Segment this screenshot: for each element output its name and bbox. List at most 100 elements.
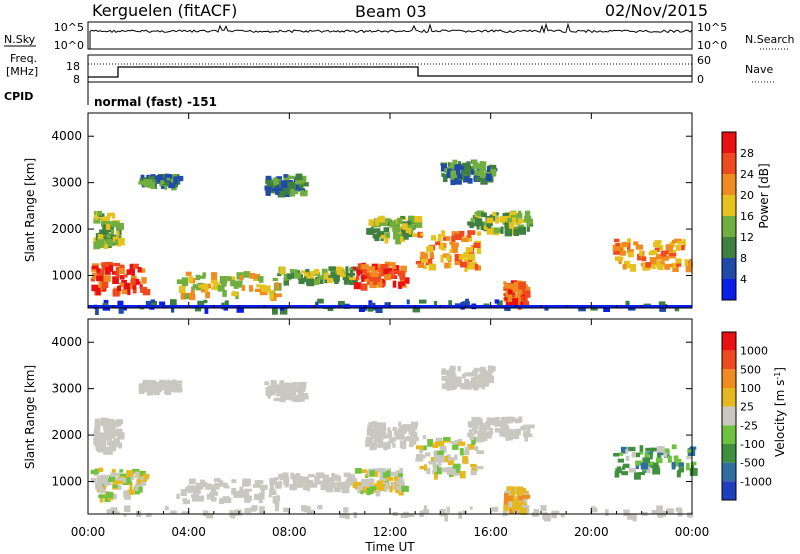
echo-cell <box>526 224 530 232</box>
echo-cell <box>375 307 383 313</box>
echo-cell <box>432 443 439 449</box>
echo-cell <box>301 270 308 274</box>
echo-cell <box>330 483 337 489</box>
echo-cell <box>433 301 438 305</box>
echo-cell <box>401 485 409 492</box>
echo-cell <box>138 486 143 493</box>
echo-cell <box>471 377 477 384</box>
echo-cell <box>347 276 355 280</box>
echo-cell <box>395 265 400 271</box>
echo-cell <box>274 498 280 507</box>
echo-cell <box>533 509 539 514</box>
power-backscatter <box>88 159 693 315</box>
echo-cell <box>487 165 492 172</box>
echo-cell <box>386 477 394 481</box>
echo-cell <box>462 301 470 306</box>
echo-cell <box>678 464 685 473</box>
echo-cell <box>420 251 425 258</box>
echo-cell <box>137 267 142 273</box>
echo-cell <box>145 513 152 518</box>
time-tick-label: 00:00 <box>675 525 710 539</box>
echo-cell <box>464 378 469 386</box>
echo-cell <box>292 395 298 401</box>
echo-cell <box>122 478 130 483</box>
echo-cell <box>210 496 217 502</box>
range-tick-label: 3000 <box>51 382 82 396</box>
echo-cell <box>287 273 293 279</box>
echo-cell <box>112 289 120 297</box>
echo-cell <box>317 298 324 304</box>
echo-cell <box>123 513 127 517</box>
echo-cell <box>486 417 491 423</box>
echo-cell <box>431 235 437 241</box>
echo-cell <box>367 231 375 235</box>
echo-cell <box>304 272 310 277</box>
echo-cell <box>345 266 349 274</box>
echo-cell <box>473 374 480 380</box>
echo-cell <box>657 451 662 458</box>
echo-cell <box>689 468 698 476</box>
echo-cell <box>395 490 400 494</box>
echo-cell <box>271 187 277 192</box>
echo-cell <box>462 373 466 379</box>
echo-cell <box>388 267 393 272</box>
frequency-panel-frame <box>87 54 693 83</box>
echo-cell <box>470 422 477 428</box>
echo-cell <box>230 279 236 287</box>
echo-cell <box>400 228 408 232</box>
echo-cell <box>669 241 675 248</box>
echo-cell <box>481 382 485 390</box>
echo-cell <box>306 484 310 492</box>
echo-cell <box>273 397 280 401</box>
time-tick-label: 00:00 <box>71 525 106 539</box>
echo-cell <box>364 272 372 281</box>
echo-cell <box>446 506 450 513</box>
echo-cell <box>140 480 146 486</box>
nave-ytick-bottom: 0 <box>697 73 704 86</box>
echo-cell <box>423 265 427 270</box>
echo-cell <box>508 300 515 307</box>
echo-cell <box>97 217 104 221</box>
echo-cell <box>145 300 152 307</box>
echo-cell <box>520 301 524 306</box>
echo-cell <box>307 509 315 515</box>
echo-cell <box>605 509 609 516</box>
echo-cell <box>231 291 238 297</box>
echo-cell <box>214 483 220 490</box>
echo-cell <box>428 461 437 465</box>
echo-cell <box>272 496 277 504</box>
range-tick-label: 2000 <box>51 222 82 236</box>
frequency-trace <box>88 66 692 78</box>
echo-cell <box>673 455 679 460</box>
echo-cell <box>659 307 667 312</box>
echo-cell <box>470 470 477 476</box>
echo-cell <box>126 470 134 477</box>
colorbar-tick-label: 25 <box>740 401 754 414</box>
echo-cell <box>590 506 596 513</box>
echo-cell <box>356 270 363 275</box>
colorbar-swatch <box>722 258 736 279</box>
echo-cell <box>146 182 155 188</box>
echo-cell <box>441 230 446 238</box>
echo-cell <box>352 482 358 489</box>
echo-cell <box>272 189 278 194</box>
echo-cell <box>231 479 237 483</box>
echo-cell <box>99 234 105 242</box>
echo-cell <box>472 429 478 435</box>
echo-cell <box>622 264 627 270</box>
echo-cell <box>111 271 116 275</box>
echo-cell <box>280 307 288 315</box>
echo-cell <box>686 456 692 460</box>
echo-cell <box>645 262 652 268</box>
echo-cell <box>272 277 278 281</box>
echo-cell <box>446 466 453 475</box>
echo-cell <box>627 251 634 258</box>
echo-cell <box>101 262 109 270</box>
echo-cell <box>458 441 466 446</box>
colorbar-swatch <box>722 132 736 153</box>
echo-cell <box>254 494 262 500</box>
echo-cell <box>479 418 483 426</box>
echo-cell <box>131 263 139 269</box>
echo-cell <box>478 432 485 440</box>
